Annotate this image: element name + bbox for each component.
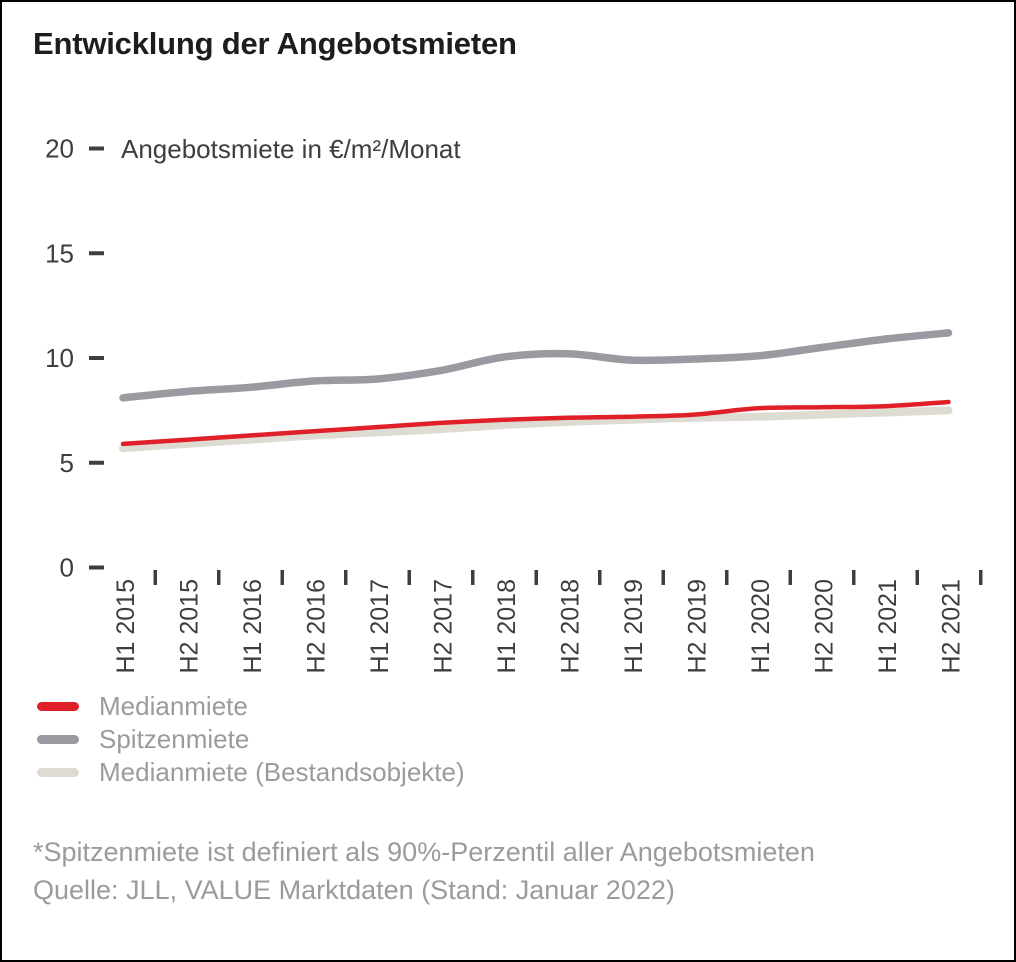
y-tick-label: 0 (60, 553, 74, 583)
x-tick-mark (217, 570, 221, 585)
legend-label: Medianmiete (99, 691, 248, 721)
x-tick-mark (407, 570, 411, 585)
x-tick-label: H1 2020 (747, 579, 775, 674)
legend-label: Medianmiete (Bestandsobjekte) (99, 757, 465, 787)
y-tick-label: 20 (45, 134, 74, 164)
x-tick-mark (725, 570, 729, 585)
legend: Medianmiete Spitzenmiete Medianmiete (Best… (37, 691, 465, 787)
x-tick-label: H2 2015 (176, 579, 204, 674)
chart-footer: *Spitzenmiete ist definiert als 90%-Perz… (33, 833, 815, 909)
x-tick-mark (471, 570, 475, 585)
x-tick-label: H1 2021 (874, 579, 902, 674)
legend-swatch-spitzenmiete (37, 735, 79, 744)
x-tick-mark (852, 570, 856, 585)
x-tick-label: H1 2016 (239, 579, 267, 674)
legend-item-medianmiete-bestandsobjekte: Medianmiete (Bestandsobjekte) (37, 757, 465, 787)
x-tick-mark (534, 570, 538, 585)
x-tick-mark (979, 570, 983, 585)
series-line-medianmiete-bestandsobjekte (119, 406, 953, 453)
footnote: *Spitzenmiete ist definiert als 90%-Perz… (33, 837, 815, 867)
source-note: Quelle: JLL, VALUE Marktdaten (Stand: Ja… (33, 875, 675, 905)
x-tick-label: H2 2019 (684, 579, 712, 674)
series-line-medianmiete (120, 399, 951, 447)
x-tick-mark (598, 570, 602, 585)
legend-label: Spitzenmiete (99, 724, 250, 754)
x-tick-mark (915, 570, 919, 585)
y-tick-mark (89, 460, 104, 465)
y-tick-mark (89, 565, 104, 570)
x-tick-label: H1 2017 (366, 579, 394, 674)
x-tick-label: H2 2021 (938, 579, 966, 674)
series-line-spitzenmiete (119, 329, 953, 402)
x-tick-mark (153, 570, 157, 585)
x-tick-label: H1 2015 (112, 579, 140, 674)
chart-title: Entwicklung der Angebotsmieten (33, 26, 517, 61)
x-tick-label: H2 2017 (430, 579, 458, 674)
x-tick-label: H1 2018 (493, 579, 521, 674)
x-tick-mark (788, 570, 792, 585)
y-tick-label: 10 (45, 343, 74, 373)
legend-item-medianmiete: Medianmiete (37, 691, 465, 721)
x-tick-label: H2 2016 (303, 579, 331, 674)
legend-swatch-medianmiete-bestandsobjekte (37, 768, 79, 777)
y-tick-mark (89, 251, 104, 256)
x-tick-label: H2 2020 (811, 579, 839, 674)
x-tick-label: H2 2018 (557, 579, 585, 674)
x-tick-mark (344, 570, 348, 585)
x-tick-label: H1 2019 (620, 579, 648, 674)
y-tick-mark (89, 146, 104, 151)
legend-swatch-medianmiete (37, 702, 79, 711)
y-tick-label: 15 (45, 238, 74, 268)
y-tick-label: 5 (60, 448, 74, 478)
x-tick-mark (661, 570, 665, 585)
y-axis-unit-label: Angebotsmiete in €/m²/Monat (121, 134, 461, 164)
y-tick-mark (89, 356, 104, 360)
x-tick-mark (280, 570, 284, 585)
legend-item-spitzenmiete: Spitzenmiete (37, 724, 465, 754)
